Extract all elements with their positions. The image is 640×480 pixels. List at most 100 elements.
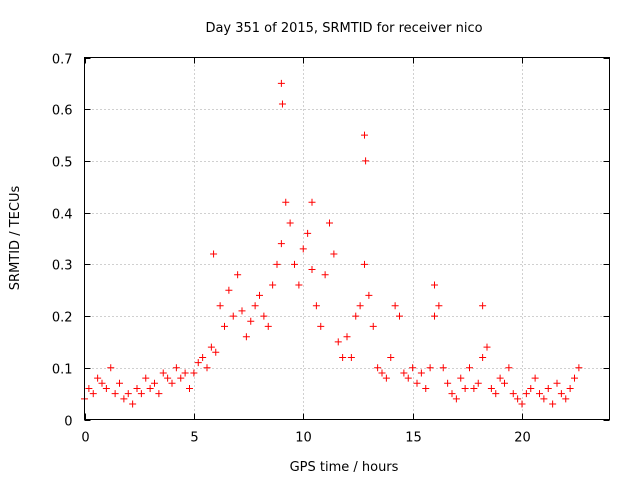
data-point	[374, 364, 382, 372]
data-point	[194, 359, 202, 367]
data-point	[509, 390, 517, 398]
data-point	[544, 384, 552, 392]
data-point	[448, 390, 456, 398]
data-point	[221, 322, 228, 330]
data-point	[177, 374, 185, 382]
data-point	[111, 390, 119, 398]
data-point	[575, 364, 583, 372]
data-point	[343, 333, 351, 341]
data-point	[347, 353, 355, 361]
data-point	[518, 400, 526, 408]
data-point	[102, 384, 110, 392]
data-point	[291, 260, 298, 268]
data-point	[238, 307, 246, 315]
data-point	[439, 364, 447, 372]
data-point	[417, 369, 425, 377]
data-point	[505, 364, 513, 372]
data-point	[369, 322, 377, 330]
data-point	[256, 291, 263, 299]
data-point	[396, 312, 403, 320]
data-point	[426, 364, 434, 372]
data-point	[260, 312, 268, 320]
data-point	[431, 281, 438, 289]
data-point	[334, 338, 342, 346]
data-point	[216, 302, 224, 310]
y-tick-label: 0.1	[52, 363, 73, 378]
chart-title: Day 351 of 2015, SRMTID for receiver nic…	[205, 21, 482, 36]
data-point	[566, 384, 574, 392]
data-point	[496, 374, 504, 382]
data-point	[286, 219, 294, 227]
data-point	[304, 229, 312, 237]
data-point	[549, 400, 557, 408]
data-point	[362, 157, 370, 165]
data-point	[474, 379, 482, 387]
data-point	[413, 379, 421, 387]
data-point	[151, 379, 158, 387]
data-point	[181, 369, 189, 377]
data-point	[361, 131, 368, 139]
data-point	[321, 271, 329, 279]
data-point	[146, 384, 154, 392]
data-point	[120, 395, 128, 403]
data-point	[164, 374, 172, 382]
data-point	[479, 353, 487, 361]
data-point	[159, 369, 167, 377]
data-point	[487, 384, 495, 392]
data-point	[361, 260, 368, 268]
x-tick-label: 0	[81, 431, 89, 446]
data-point	[457, 374, 465, 382]
data-point	[431, 312, 438, 320]
plot-frame	[84, 57, 610, 420]
data-point	[98, 379, 106, 387]
x-tick-label: 5	[190, 431, 198, 446]
data-point	[142, 374, 150, 382]
data-point	[330, 250, 338, 258]
data-point	[365, 291, 373, 299]
data-point	[356, 302, 364, 310]
data-point	[470, 384, 478, 392]
y-tick-label: 0.2	[52, 311, 73, 326]
data-point	[168, 379, 176, 387]
data-point	[387, 353, 395, 361]
data-point	[207, 343, 215, 351]
data-point	[404, 374, 412, 382]
data-point	[273, 260, 281, 268]
data-point	[501, 379, 508, 387]
data-point	[382, 374, 390, 382]
data-points	[81, 79, 583, 408]
data-point	[317, 322, 325, 330]
data-point	[378, 369, 386, 377]
data-point	[571, 374, 578, 382]
data-point	[212, 348, 220, 356]
data-point	[299, 245, 307, 253]
data-point	[531, 374, 539, 382]
data-point	[444, 379, 452, 387]
data-point	[107, 364, 115, 372]
data-point	[137, 390, 145, 398]
data-point	[264, 322, 272, 330]
data-point	[461, 384, 469, 392]
data-point	[308, 198, 316, 206]
data-point	[536, 390, 543, 398]
data-point	[514, 395, 522, 403]
y-tick-label: 0.3	[52, 259, 73, 274]
data-point	[251, 302, 259, 310]
data-point	[172, 364, 180, 372]
data-point	[522, 390, 530, 398]
x-tick-label: 20	[514, 431, 531, 446]
data-point	[155, 390, 163, 398]
data-point	[527, 384, 535, 392]
data-point	[282, 198, 290, 206]
data-point	[242, 333, 250, 341]
data-point	[295, 281, 303, 289]
data-point	[339, 353, 347, 361]
data-point	[562, 395, 570, 403]
data-point	[247, 317, 255, 325]
data-point	[229, 312, 237, 320]
data-point	[326, 219, 333, 227]
data-point	[540, 395, 548, 403]
data-point	[186, 384, 193, 392]
data-point	[308, 266, 316, 274]
data-point	[133, 384, 141, 392]
